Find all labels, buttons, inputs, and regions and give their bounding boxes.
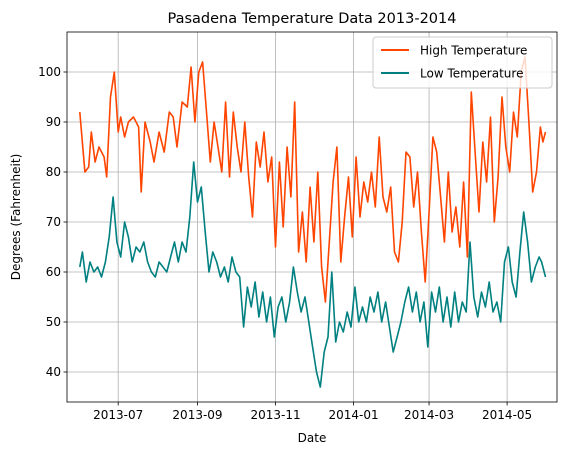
y-tick-label: 80 xyxy=(46,165,61,179)
y-tick-label: 90 xyxy=(46,115,61,129)
y-tick-label: 100 xyxy=(38,65,61,79)
y-tick-label: 60 xyxy=(46,265,61,279)
y-tick-label: 50 xyxy=(46,315,61,329)
chart-title: Pasadena Temperature Data 2013-2014 xyxy=(168,11,457,27)
x-tick-label: 2014-05 xyxy=(482,408,532,422)
y-tick-label: 40 xyxy=(46,365,61,379)
legend-label-high-temperature: High Temperature xyxy=(420,44,527,58)
x-tick-label: 2013-11 xyxy=(250,408,300,422)
y-tick-label: 70 xyxy=(46,215,61,229)
legend-label-low-temperature: Low Temperature xyxy=(420,67,523,81)
x-tick-label: 2013-09 xyxy=(172,408,222,422)
x-tick-label: 2014-03 xyxy=(404,408,454,422)
x-axis-title: Date xyxy=(298,431,327,445)
legend: High Temperature Low Temperature xyxy=(373,37,552,88)
x-tick-label: 2013-07 xyxy=(93,408,143,422)
y-axis-title: Degrees (Fahrenheit) xyxy=(9,154,23,281)
x-tick-label: 2014-01 xyxy=(329,408,379,422)
